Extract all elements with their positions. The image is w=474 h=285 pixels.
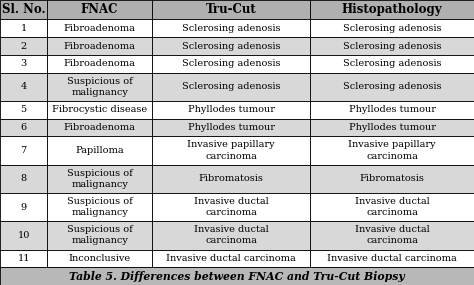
Text: Sclerosing adenosis: Sclerosing adenosis: [182, 42, 280, 50]
Bar: [47, 193, 152, 221]
Bar: [310, 55, 474, 73]
Text: 8: 8: [21, 174, 27, 183]
Bar: [47, 165, 152, 193]
Bar: [0, 193, 47, 221]
Bar: [47, 73, 152, 101]
Bar: [0, 73, 47, 101]
Bar: [0, 55, 47, 73]
Bar: [47, 119, 152, 136]
Text: 1: 1: [20, 24, 27, 33]
Bar: [310, 101, 474, 119]
Text: Invasive ductal
carcinoma: Invasive ductal carcinoma: [355, 225, 429, 245]
Bar: [152, 73, 310, 101]
Bar: [152, 136, 310, 165]
Text: 11: 11: [18, 254, 30, 263]
Text: 6: 6: [21, 123, 27, 132]
Bar: [47, 55, 152, 73]
Bar: [47, 136, 152, 165]
Text: Tru-Cut: Tru-Cut: [206, 3, 256, 16]
Bar: [152, 37, 310, 55]
Bar: [47, 221, 152, 250]
Text: Fibrocystic disease: Fibrocystic disease: [52, 105, 147, 114]
Text: Fibroadenoma: Fibroadenoma: [64, 59, 136, 68]
Bar: [310, 193, 474, 221]
Text: Fibromatosis: Fibromatosis: [360, 174, 425, 183]
Bar: [0, 165, 47, 193]
Text: Sclerosing adenosis: Sclerosing adenosis: [182, 82, 280, 91]
Text: Phyllodes tumour: Phyllodes tumour: [188, 123, 274, 132]
Text: Table 5. Differences between FNAC and Tru-Cut Biopsy: Table 5. Differences between FNAC and Tr…: [69, 271, 405, 282]
Text: Fibroadenoma: Fibroadenoma: [64, 123, 136, 132]
Text: Invasive papillary
carcinoma: Invasive papillary carcinoma: [187, 141, 275, 160]
Text: 2: 2: [20, 42, 27, 50]
Bar: [0, 250, 47, 267]
Text: Inconclusive: Inconclusive: [68, 254, 131, 263]
Text: Invasive ductal carcinoma: Invasive ductal carcinoma: [166, 254, 296, 263]
Bar: [0, 101, 47, 119]
Text: Histopathology: Histopathology: [342, 3, 443, 16]
Text: Sl. No.: Sl. No.: [2, 3, 46, 16]
Text: Sclerosing adenosis: Sclerosing adenosis: [343, 82, 441, 91]
Text: Papilloma: Papilloma: [75, 146, 124, 155]
Text: 4: 4: [20, 82, 27, 91]
Text: 10: 10: [18, 231, 30, 240]
Text: Sclerosing adenosis: Sclerosing adenosis: [343, 59, 441, 68]
Text: Suspicious of
malignancy: Suspicious of malignancy: [67, 169, 132, 189]
Text: Fibromatosis: Fibromatosis: [199, 174, 264, 183]
Bar: [0, 37, 47, 55]
Bar: [0, 267, 474, 285]
Text: Invasive ductal
carcinoma: Invasive ductal carcinoma: [355, 197, 429, 217]
Bar: [152, 0, 310, 19]
Bar: [0, 119, 47, 136]
Text: Fibroadenoma: Fibroadenoma: [64, 42, 136, 50]
Bar: [310, 119, 474, 136]
Text: Invasive ductal carcinoma: Invasive ductal carcinoma: [328, 254, 457, 263]
Bar: [152, 19, 310, 37]
Bar: [310, 0, 474, 19]
Bar: [310, 221, 474, 250]
Text: Suspicious of
malignancy: Suspicious of malignancy: [67, 197, 132, 217]
Text: 9: 9: [21, 203, 27, 211]
Text: Sclerosing adenosis: Sclerosing adenosis: [343, 24, 441, 33]
Bar: [0, 0, 47, 19]
Bar: [310, 136, 474, 165]
Bar: [47, 19, 152, 37]
Text: 3: 3: [20, 59, 27, 68]
Bar: [152, 193, 310, 221]
Text: Invasive papillary
carcinoma: Invasive papillary carcinoma: [348, 141, 436, 160]
Text: Invasive ductal
carcinoma: Invasive ductal carcinoma: [194, 197, 268, 217]
Text: 5: 5: [21, 105, 27, 114]
Bar: [310, 250, 474, 267]
Text: Invasive ductal
carcinoma: Invasive ductal carcinoma: [194, 225, 268, 245]
Text: Sclerosing adenosis: Sclerosing adenosis: [182, 24, 280, 33]
Text: Suspicious of
malignancy: Suspicious of malignancy: [67, 77, 132, 97]
Bar: [47, 101, 152, 119]
Text: Sclerosing adenosis: Sclerosing adenosis: [182, 59, 280, 68]
Text: Phyllodes tumour: Phyllodes tumour: [188, 105, 274, 114]
Text: FNAC: FNAC: [81, 3, 118, 16]
Bar: [310, 165, 474, 193]
Text: Sclerosing adenosis: Sclerosing adenosis: [343, 42, 441, 50]
Bar: [47, 250, 152, 267]
Bar: [310, 37, 474, 55]
Bar: [310, 73, 474, 101]
Text: Fibroadenoma: Fibroadenoma: [64, 24, 136, 33]
Text: Phyllodes tumour: Phyllodes tumour: [349, 123, 436, 132]
Bar: [0, 221, 47, 250]
Bar: [152, 55, 310, 73]
Text: Phyllodes tumour: Phyllodes tumour: [349, 105, 436, 114]
Bar: [47, 0, 152, 19]
Bar: [152, 165, 310, 193]
Bar: [152, 101, 310, 119]
Bar: [152, 221, 310, 250]
Text: 7: 7: [20, 146, 27, 155]
Bar: [152, 119, 310, 136]
Bar: [0, 19, 47, 37]
Bar: [310, 19, 474, 37]
Text: Suspicious of
malignancy: Suspicious of malignancy: [67, 225, 132, 245]
Bar: [47, 37, 152, 55]
Bar: [0, 136, 47, 165]
Bar: [152, 250, 310, 267]
